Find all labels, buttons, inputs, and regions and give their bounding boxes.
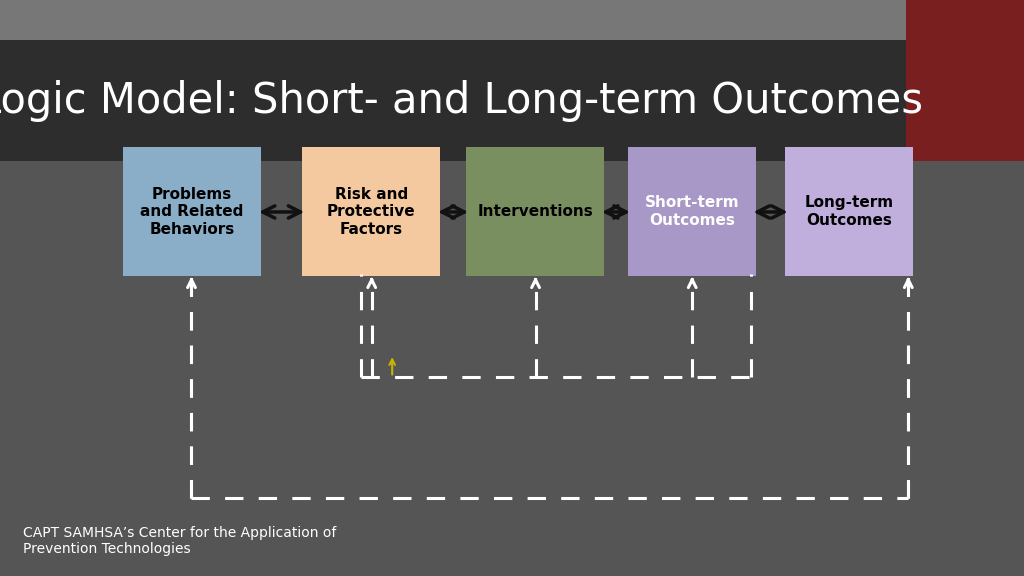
FancyBboxPatch shape	[466, 147, 604, 276]
FancyBboxPatch shape	[785, 147, 913, 276]
Text: Problems
and Related
Behaviors: Problems and Related Behaviors	[140, 187, 244, 237]
Text: Logic Model: Short- and Long-term Outcomes: Logic Model: Short- and Long-term Outcom…	[0, 80, 923, 122]
Text: CAPT SAMHSA’s Center for the Application of
Prevention Technologies: CAPT SAMHSA’s Center for the Application…	[23, 526, 336, 556]
Text: Risk and
Protective
Factors: Risk and Protective Factors	[327, 187, 416, 237]
FancyBboxPatch shape	[628, 147, 756, 276]
Bar	[906, 0, 1024, 161]
Text: Short-term
Outcomes: Short-term Outcomes	[644, 195, 739, 228]
Bar	[0, 0, 1024, 40]
Text: Interventions: Interventions	[477, 204, 593, 219]
Text: Long-term
Outcomes: Long-term Outcomes	[805, 195, 894, 228]
Bar	[0, 40, 906, 161]
FancyBboxPatch shape	[123, 147, 261, 276]
FancyBboxPatch shape	[302, 147, 440, 276]
